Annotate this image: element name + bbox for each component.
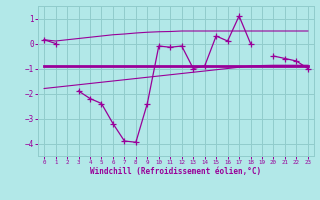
X-axis label: Windchill (Refroidissement éolien,°C): Windchill (Refroidissement éolien,°C) [91,167,261,176]
